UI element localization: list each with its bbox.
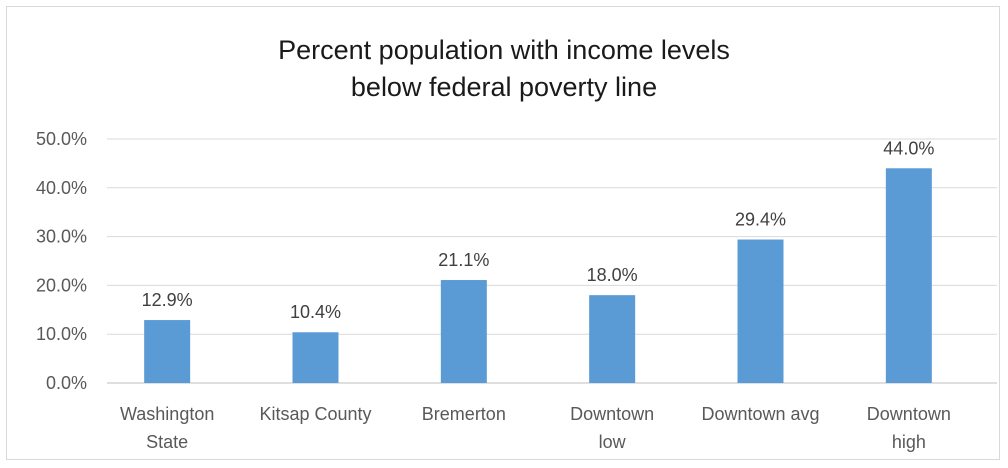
chart-title-line: below federal poverty line [351, 72, 657, 102]
data-label: 29.4% [735, 210, 786, 230]
y-tick-label: 0.0% [46, 373, 87, 393]
category-label: high [892, 432, 926, 452]
data-labels: 12.9% 10.4% 21.1% 18.0% 29.4% 44.0% [142, 138, 935, 322]
bar [440, 280, 487, 383]
category-label: Downtown [570, 404, 654, 424]
bar [737, 239, 784, 383]
data-label: 12.9% [142, 290, 193, 310]
bar [144, 320, 191, 383]
chart-title-line: Percent population with income levels [278, 35, 730, 65]
y-tick-label: 50.0% [36, 129, 87, 149]
y-tick-label: 20.0% [36, 275, 87, 295]
category-label: State [146, 432, 188, 452]
bar [589, 295, 636, 383]
data-label: 44.0% [883, 138, 934, 158]
category-label: Washington [120, 404, 214, 424]
x-axis-categories: Washington State Kitsap County Bremerton Dow… [120, 404, 951, 452]
y-tick-label: 10.0% [36, 324, 87, 344]
gridlines [107, 138, 997, 384]
bar [885, 168, 932, 383]
category-label: Bremerton [422, 404, 506, 424]
chart-title: Percent population with income levels bel… [278, 35, 730, 102]
category-label: Downtown avg [701, 404, 819, 424]
data-label: 21.1% [438, 250, 489, 270]
bar-chart: Percent population with income levels bel… [36, 35, 997, 452]
y-tick-label: 30.0% [36, 227, 87, 247]
category-label: low [599, 432, 627, 452]
category-label: Downtown [867, 404, 951, 424]
y-axis-ticks: 0.0% 10.0% 20.0% 30.0% 40.0% 50.0% [36, 129, 87, 393]
category-label: Kitsap County [259, 404, 371, 424]
y-tick-label: 40.0% [36, 178, 87, 198]
data-label: 10.4% [290, 302, 341, 322]
data-label: 18.0% [587, 265, 638, 285]
bars [144, 168, 932, 383]
chart-frame: Percent population with income levels bel… [6, 6, 1000, 460]
bar [292, 332, 339, 383]
